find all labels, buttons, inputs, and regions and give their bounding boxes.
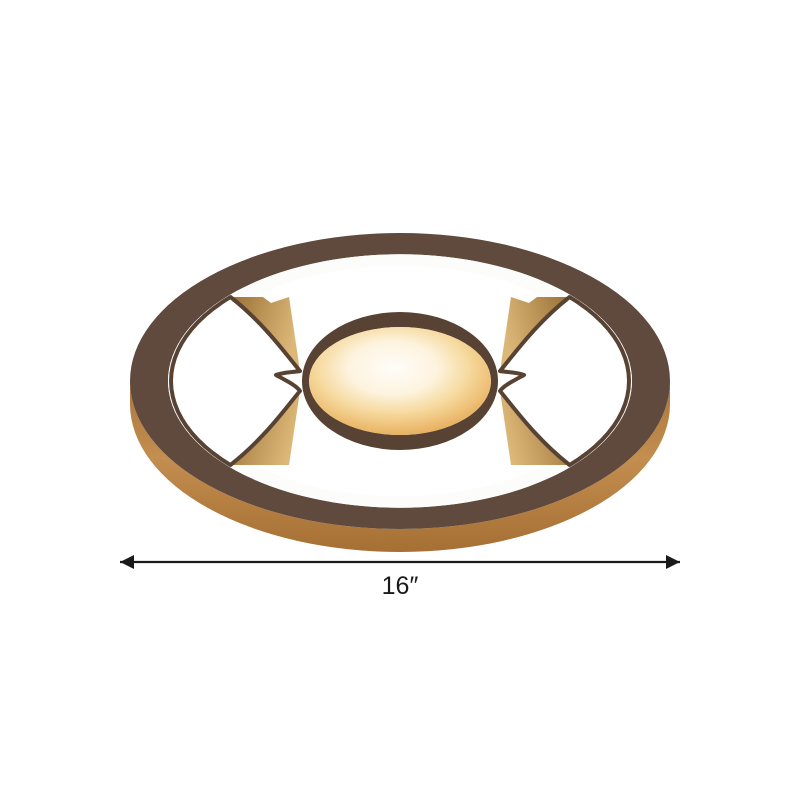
svg-text:16″: 16″ [382,572,419,600]
